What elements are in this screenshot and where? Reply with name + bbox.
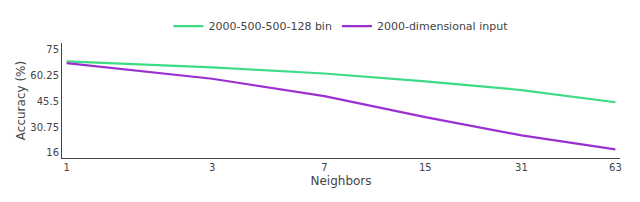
svg-text:Accuracy (%): Accuracy (%)	[14, 61, 28, 140]
svg-text:2000-dimensional input: 2000-dimensional input	[377, 20, 508, 33]
svg-text:15: 15	[419, 162, 432, 173]
svg-text:30.75: 30.75	[30, 122, 59, 133]
svg-text:2000-500-500-128 bin: 2000-500-500-128 bin	[209, 20, 332, 33]
svg-text:16: 16	[46, 147, 59, 158]
svg-text:63: 63	[609, 162, 622, 173]
svg-text:60.25: 60.25	[30, 70, 59, 81]
svg-text:75: 75	[46, 44, 59, 55]
svg-text:Neighbors: Neighbors	[310, 174, 371, 188]
svg-text:45.5: 45.5	[37, 96, 59, 107]
svg-text:7: 7	[321, 162, 327, 173]
svg-text:31: 31	[515, 162, 528, 173]
svg-text:3: 3	[209, 162, 215, 173]
svg-text:1: 1	[63, 162, 69, 173]
